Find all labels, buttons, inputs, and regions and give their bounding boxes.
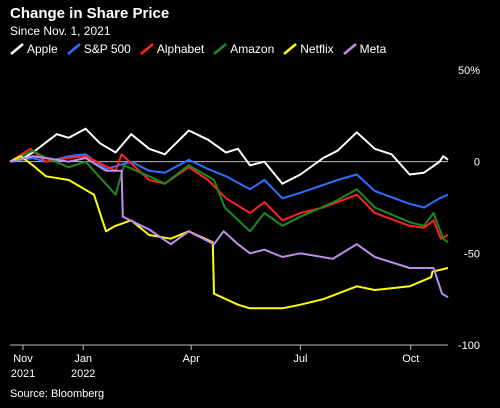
legend-item-sp500: S&P 500 <box>66 42 131 56</box>
legend-item-meta: Meta <box>342 42 387 56</box>
series-line-netflix <box>9 155 449 310</box>
y-tick-label: 50% <box>458 65 480 77</box>
legend-label-apple: Apple <box>27 42 58 56</box>
series-line-amazon <box>9 149 449 244</box>
legend-swatch-amazon <box>213 43 228 55</box>
y-tick-label: -50 <box>464 248 480 260</box>
series-line-apple <box>9 127 449 185</box>
chart-subtitle: Since Nov. 1, 2021 <box>10 24 111 38</box>
legend-item-netflix: Netflix <box>283 42 334 56</box>
legend-item-amazon: Amazon <box>213 42 274 56</box>
series-line-s-p-500 <box>9 153 449 209</box>
series-line-alphabet <box>9 147 449 240</box>
legend-item-apple: Apple <box>10 42 58 56</box>
legend-swatch-alphabet <box>140 43 154 55</box>
legend-item-alphabet: Alphabet <box>140 42 204 56</box>
x-tick-sublabel: 2022 <box>71 368 95 380</box>
x-tick-label: Nov <box>13 353 33 365</box>
source-note: Source: Bloomberg <box>10 388 105 400</box>
legend-swatch-sp500 <box>66 43 81 55</box>
legend-label-netflix: Netflix <box>300 42 334 56</box>
x-tick-label: Jan <box>74 353 92 365</box>
legend-label-meta: Meta <box>359 42 387 56</box>
legend-swatch-apple <box>10 43 24 55</box>
x-tick-label: Oct <box>402 353 419 365</box>
legend-label-alphabet: Alphabet <box>156 42 205 56</box>
x-tick-sublabel: 2021 <box>11 368 35 380</box>
x-tick-label: Apr <box>183 353 200 365</box>
x-tick-label: Jul <box>293 353 307 365</box>
legend-label-amazon: Amazon <box>230 42 275 56</box>
y-tick-label: -100 <box>458 340 480 352</box>
chart-legend: Apple S&P 500 Alphabet Amazon Netflix Me… <box>10 42 386 56</box>
legend-swatch-meta <box>342 43 357 55</box>
chart-title: Change in Share Price <box>10 5 170 22</box>
y-tick-label: 0 <box>474 157 480 169</box>
legend-swatch-netflix <box>283 43 298 55</box>
series-line-meta <box>9 155 449 299</box>
legend-label-sp500: S&P 500 <box>83 42 131 56</box>
